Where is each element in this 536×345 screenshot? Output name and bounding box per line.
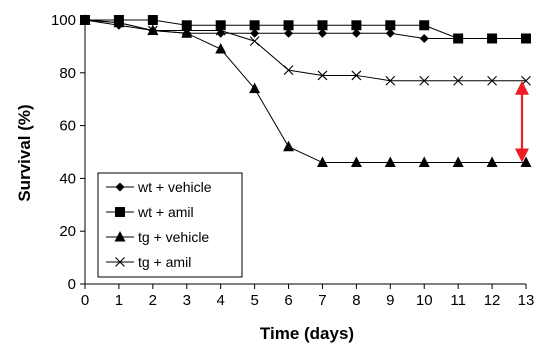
data-point-diamond	[351, 28, 361, 38]
y-axis-title: Survival (%)	[15, 104, 34, 201]
x-tick-label: 11	[450, 292, 466, 309]
x-tick-label: 7	[318, 292, 326, 309]
data-point-square	[181, 20, 192, 31]
arrow-head-bottom	[515, 148, 529, 163]
y-tick-label: 80	[59, 65, 76, 82]
legend-label: tg + vehicle	[138, 229, 209, 245]
x-tick-label: 10	[416, 292, 433, 309]
x-tick-label: 6	[284, 292, 292, 309]
x-tick-label: 9	[386, 292, 394, 309]
data-point-triangle	[215, 43, 227, 54]
data-point-square	[317, 20, 328, 31]
data-point-diamond	[250, 28, 260, 38]
data-point-square	[385, 20, 396, 31]
data-point-x	[181, 25, 192, 36]
x-tick-label: 4	[217, 292, 225, 309]
data-point-x	[385, 75, 396, 86]
series-tg-amil	[80, 15, 531, 86]
data-point-x	[419, 75, 430, 86]
data-point-square	[487, 33, 498, 44]
series-tg-vehicle	[79, 14, 532, 168]
legend-marker-x	[115, 257, 125, 267]
data-point-diamond	[284, 28, 294, 38]
legend-marker-triangle	[114, 231, 126, 242]
x-tick-label: 3	[183, 292, 191, 309]
x-tick-label: 12	[484, 292, 501, 309]
data-point-x	[80, 15, 90, 25]
legend-label: wt + amil	[137, 204, 194, 220]
data-point-diamond	[419, 33, 429, 43]
data-point-square	[419, 20, 430, 31]
x-tick-label: 0	[81, 292, 89, 309]
data-point-triangle	[384, 156, 396, 168]
data-point-x	[453, 75, 464, 86]
y-tick-label: 40	[59, 170, 76, 187]
y-tick-label: 20	[59, 223, 76, 240]
data-point-triangle	[249, 82, 261, 94]
data-point-diamond	[385, 28, 395, 38]
data-point-square	[147, 15, 158, 25]
data-point-triangle	[520, 156, 532, 168]
legend-marker-diamond	[115, 182, 125, 192]
data-point-triangle	[486, 156, 498, 168]
legend-label: wt + vehicle	[137, 179, 212, 195]
data-point-triangle	[316, 156, 328, 168]
data-point-triangle	[181, 27, 193, 38]
data-point-x	[351, 70, 362, 81]
data-point-square	[453, 33, 464, 44]
series-line	[85, 19, 526, 39]
x-tick-label: 1	[115, 292, 123, 309]
data-point-square	[521, 33, 531, 44]
data-point-triangle	[350, 156, 362, 168]
y-tick-label: 0	[68, 276, 76, 293]
data-point-triangle	[283, 140, 295, 152]
legend: wt + vehicle wt + amil tg + vehicle tg + am…	[97, 172, 243, 278]
x-tick-label: 2	[149, 292, 157, 309]
data-point-diamond	[317, 28, 327, 38]
arrow-head-top	[515, 80, 529, 95]
legend-marker-square	[115, 207, 125, 217]
data-point-square	[351, 20, 362, 31]
x-axis-title: Time (days)	[260, 324, 354, 343]
data-point-x	[487, 75, 497, 86]
data-point-square	[215, 20, 226, 31]
data-point-x	[249, 36, 260, 47]
data-point-triangle	[452, 156, 464, 168]
x-tick-label: 8	[352, 292, 360, 309]
legend-label: tg + amil	[138, 254, 191, 270]
y-tick-label: 100	[51, 12, 76, 29]
difference-arrow	[515, 80, 529, 163]
data-point-x	[283, 65, 294, 76]
data-point-x	[215, 25, 226, 36]
y-tick-label: 60	[59, 118, 76, 135]
x-tick-label: 13	[518, 292, 535, 309]
data-point-x	[147, 25, 158, 36]
data-point-square	[249, 20, 260, 31]
x-tick-label: 5	[250, 292, 258, 309]
series-line	[84, 19, 526, 82]
data-point-square	[283, 20, 294, 31]
data-point-x	[114, 17, 124, 28]
data-point-x	[317, 70, 328, 81]
data-point-triangle	[418, 156, 430, 168]
